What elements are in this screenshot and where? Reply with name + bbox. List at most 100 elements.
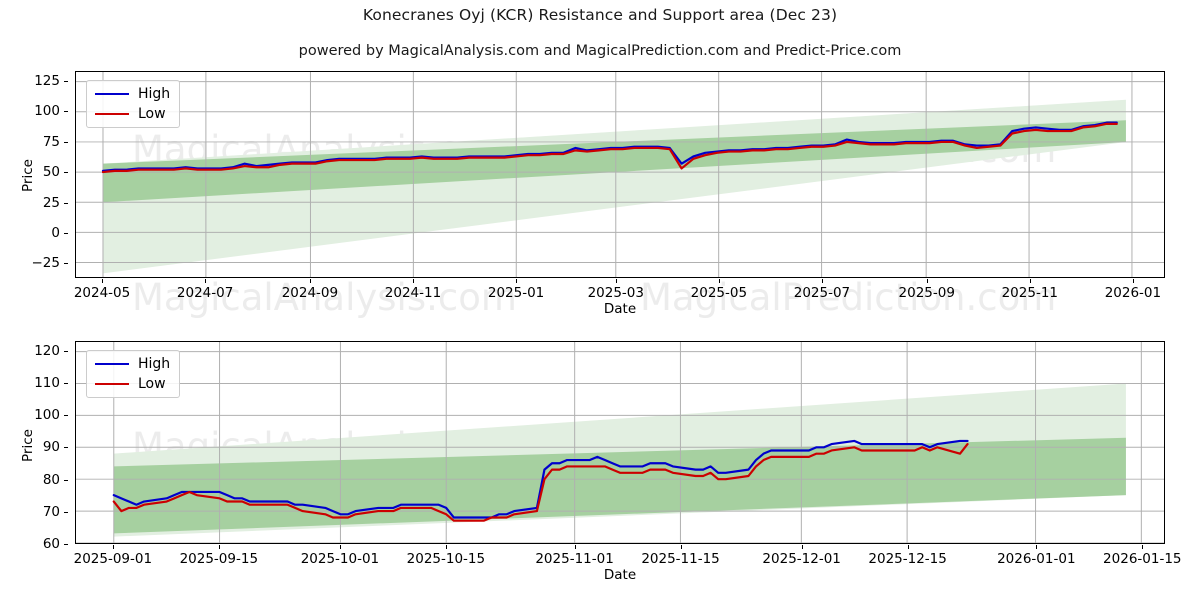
x-tick-label: 2025-01 bbox=[487, 285, 545, 301]
zoom-legend: High Low bbox=[86, 350, 181, 398]
y-tick-mark bbox=[64, 415, 68, 417]
y-tick-mark bbox=[64, 479, 68, 481]
x-tick-mark bbox=[412, 279, 414, 283]
y-tick-mark bbox=[64, 263, 68, 265]
y-tick-mark bbox=[64, 111, 68, 113]
y-tick-mark bbox=[64, 172, 68, 174]
x-tick-label: 2025-11-15 bbox=[641, 551, 720, 567]
x-tick-label: 2025-11 bbox=[1001, 285, 1058, 301]
x-tick-label: 2025-10-01 bbox=[300, 551, 380, 567]
y-tick-mark bbox=[64, 350, 68, 352]
legend-item-high: High bbox=[95, 357, 170, 371]
y-tick-label: 75 bbox=[42, 133, 60, 150]
legend-swatch-high-icon bbox=[95, 93, 129, 95]
overview-chart-plot-area bbox=[75, 71, 1165, 278]
x-tick-mark bbox=[516, 279, 518, 283]
x-tick-mark bbox=[574, 545, 576, 549]
legend-item-low: Low bbox=[95, 377, 170, 391]
y-tick-mark bbox=[64, 447, 68, 449]
x-tick-mark bbox=[218, 545, 220, 549]
y-tick-mark bbox=[64, 511, 68, 513]
legend-label-high: High bbox=[138, 86, 171, 102]
x-tick-mark bbox=[1029, 279, 1031, 283]
x-tick-mark bbox=[718, 279, 720, 283]
x-tick-label: 2025-05 bbox=[690, 285, 748, 301]
series-line-high bbox=[112, 439, 969, 519]
y-tick-label: 80 bbox=[42, 471, 60, 488]
y-tick-label: 70 bbox=[42, 503, 60, 520]
legend-label-low: Low bbox=[138, 106, 166, 122]
zoom-x-axis-label: Date bbox=[603, 567, 637, 583]
x-tick-mark bbox=[112, 545, 114, 549]
x-tick-label: 2025-10-15 bbox=[406, 551, 486, 567]
x-tick-label: 2026-01-01 bbox=[997, 551, 1076, 567]
support-resistance-inner bbox=[102, 120, 1126, 203]
x-tick-label: 2024-07 bbox=[176, 285, 234, 301]
x-tick-mark bbox=[615, 279, 617, 283]
legend-swatch-low-icon bbox=[95, 113, 129, 115]
overview-series-layer bbox=[76, 72, 1164, 277]
overview-x-axis: 2024-05 2024-07 2024-09 2024-11 2025-01 2025-… bbox=[73, 279, 1165, 305]
zoom-x-axis: 2025-09-01 2025-09-15 2025-10-01 2025-10-15… bbox=[73, 545, 1182, 571]
x-tick-label: 2024-11 bbox=[384, 285, 442, 301]
zoom-y-axis-label: Price bbox=[20, 429, 36, 462]
x-tick-label: 2025-09 bbox=[898, 285, 955, 301]
y-tick-mark bbox=[64, 202, 68, 204]
zoom-chart-plot-area bbox=[75, 341, 1165, 544]
x-tick-mark bbox=[339, 545, 341, 549]
x-tick-label: 2026-01-15 bbox=[1103, 551, 1182, 567]
y-tick-mark bbox=[64, 232, 68, 234]
x-tick-label: 2025-03 bbox=[587, 285, 644, 301]
y-tick-label: −25 bbox=[31, 255, 61, 272]
y-tick-label: 50 bbox=[42, 164, 60, 181]
y-tick-label: 100 bbox=[34, 407, 60, 424]
x-tick-mark bbox=[821, 279, 823, 283]
page-subtitle: powered by MagicalAnalysis.com and Magic… bbox=[298, 43, 902, 59]
y-tick-label: 60 bbox=[42, 536, 60, 552]
x-tick-mark bbox=[926, 279, 928, 283]
y-tick-mark bbox=[64, 141, 68, 143]
legend-label-high: High bbox=[138, 356, 171, 372]
x-tick-label: 2024-09 bbox=[281, 285, 339, 301]
x-tick-mark bbox=[445, 545, 447, 549]
y-tick-label: 120 bbox=[34, 342, 60, 359]
overview-y-axis-label: Price bbox=[20, 159, 36, 192]
y-tick-mark bbox=[64, 80, 68, 82]
x-tick-label: 2025-11-01 bbox=[535, 551, 614, 567]
legend-label-low: Low bbox=[138, 376, 166, 392]
x-tick-label: 2024-05 bbox=[73, 285, 131, 301]
overview-x-axis-label: Date bbox=[603, 301, 637, 317]
x-tick-mark bbox=[907, 545, 909, 549]
legend-item-low: Low bbox=[95, 107, 170, 121]
zoom-y-axis: 60 70 80 90 100 110 120 bbox=[4, 341, 68, 552]
overview-legend: High Low bbox=[86, 80, 181, 128]
x-tick-label: 2025-12-01 bbox=[762, 551, 841, 567]
y-tick-label: 125 bbox=[34, 72, 60, 89]
series-line-low bbox=[101, 122, 1118, 174]
page-title: Konecranes Oyj (KCR) Resistance and Supp… bbox=[362, 6, 838, 24]
x-tick-mark bbox=[205, 279, 207, 283]
y-tick-mark bbox=[64, 544, 68, 545]
x-tick-label: 2025-09-01 bbox=[73, 551, 153, 567]
zoom-series-layer bbox=[76, 342, 1164, 543]
series-line-low bbox=[112, 443, 969, 522]
overview-y-axis: −25 0 25 50 75 100 125 bbox=[4, 71, 68, 278]
series-line-high bbox=[101, 121, 1118, 172]
x-tick-mark bbox=[1036, 545, 1038, 549]
y-tick-label: 100 bbox=[34, 103, 60, 120]
x-tick-label: 2025-12-15 bbox=[868, 551, 947, 567]
x-tick-mark bbox=[102, 279, 104, 283]
x-tick-label: 2025-07 bbox=[793, 285, 851, 301]
legend-swatch-low-icon bbox=[95, 383, 129, 385]
y-tick-label: 0 bbox=[51, 224, 60, 241]
x-tick-mark bbox=[801, 545, 803, 549]
x-tick-mark bbox=[680, 545, 682, 549]
legend-swatch-high-icon bbox=[95, 363, 129, 365]
y-tick-mark bbox=[64, 382, 68, 384]
x-tick-label: 2025-09-15 bbox=[179, 551, 259, 567]
x-tick-mark bbox=[1132, 279, 1134, 283]
x-tick-mark bbox=[1142, 545, 1144, 549]
x-tick-mark bbox=[309, 279, 311, 283]
x-tick-label: 2026-01 bbox=[1104, 285, 1162, 301]
